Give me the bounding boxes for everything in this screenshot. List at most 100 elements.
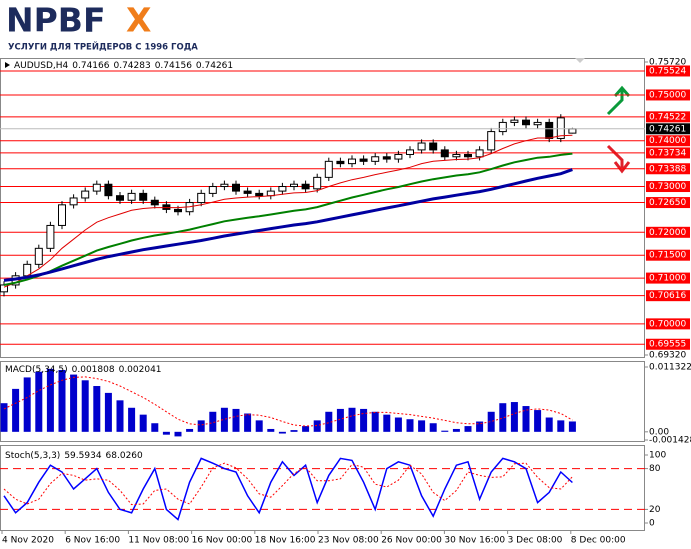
candle-body: [382, 156, 391, 160]
symbol-header: AUDUSD,H4 0.74166 0.74283 0.74156 0.74261: [14, 61, 233, 71]
y-tick-label: 0.75720: [649, 58, 686, 68]
macd-bar: [464, 426, 472, 432]
macd-label: MACD(5,34,5): [5, 365, 68, 375]
stoch-signal-value: 68.0260: [106, 451, 143, 461]
x-tick-label: 23 Nov 08:00: [318, 536, 379, 546]
stoch-header: Stoch(5,3,3) 59.5934 68.0260: [5, 451, 143, 461]
macd-bar: [220, 407, 228, 432]
macd-bar: [209, 411, 217, 432]
candle-body: [92, 183, 101, 192]
macd-bar: [35, 371, 43, 432]
level-label-box: [646, 65, 690, 77]
level-label-box: [646, 318, 690, 330]
logo-tagline: УСЛУГИ ДЛЯ ТРЕЙДЕРОВ С 1996 ГОДА: [8, 41, 198, 53]
level-label: 0.73000: [649, 182, 686, 192]
macd-bar: [429, 423, 437, 432]
macd-bar: [325, 411, 333, 432]
x-tick-label: 8 Dec 00:00: [571, 536, 626, 546]
level-label-box: [646, 135, 690, 147]
candle-body: [417, 142, 426, 151]
candle-body: [336, 160, 345, 165]
moving-average: [3, 134, 573, 288]
candle-body: [81, 190, 90, 199]
macd-bar: [70, 374, 78, 432]
macd-bar: [557, 420, 565, 432]
candle-body: [232, 183, 240, 192]
candle-body: [487, 131, 496, 151]
x-tick-label: 3 Dec 08:00: [508, 536, 563, 546]
macd-bar: [499, 403, 507, 432]
x-tick-label: 11 Nov 08:00: [128, 536, 189, 546]
level-label-box: [646, 226, 690, 238]
x-tick-label: 16 Nov 00:00: [192, 536, 253, 546]
candle-body: [127, 192, 136, 201]
candle-body: [220, 183, 229, 188]
x-tick-label: 26 Nov 00:00: [381, 536, 442, 546]
macd-bar: [452, 428, 460, 432]
macd-header: MACD(5,34,5) 0.001808 0.002041: [5, 365, 162, 375]
header-marker: [5, 62, 10, 68]
candle-body: [533, 121, 542, 126]
macd-bar: [487, 411, 495, 432]
macd-bar: [418, 420, 426, 432]
level-label-box: [646, 111, 690, 123]
logo-accent: X: [126, 1, 151, 40]
candle-body: [394, 153, 403, 160]
header-open: 0.74166: [72, 61, 109, 71]
macd-bar: [394, 417, 402, 432]
header-symbol: AUDUSD,H4: [14, 61, 69, 71]
candle-body: [290, 183, 298, 188]
candle-body: [429, 142, 438, 151]
macd-bar: [174, 431, 182, 437]
macd-bar: [58, 369, 66, 432]
y-tick-label: 20: [649, 505, 661, 515]
main-panel: [0, 58, 645, 358]
candle-body: [116, 195, 124, 201]
candle-body: [208, 186, 217, 194]
candle-body: [522, 119, 530, 126]
macd-bar: [371, 411, 379, 432]
candle-body: [371, 156, 380, 162]
macd-bar: [522, 406, 530, 432]
macd-bar: [128, 407, 136, 432]
macd-bar: [232, 408, 240, 432]
candle-body: [69, 197, 78, 206]
x-tick-label: 30 Nov 16:00: [444, 536, 505, 546]
header-close: 0.74261: [196, 61, 233, 71]
stoch-label: Stoch(5,3,3): [5, 451, 60, 461]
shift-marker: [575, 58, 585, 63]
candle-body: [104, 183, 113, 197]
level-label: 0.75524: [649, 66, 686, 76]
macd-bar: [441, 430, 449, 432]
macd-bar: [197, 420, 205, 432]
macd-bar: [0, 403, 8, 432]
macd-bar: [12, 388, 20, 432]
macd-bar: [360, 408, 368, 432]
level-label-box: [646, 163, 690, 175]
current-price-box: [646, 123, 690, 135]
header-high: 0.74283: [113, 61, 150, 71]
candle-body: [452, 153, 461, 158]
macd-bar: [139, 414, 147, 432]
macd-bar: [186, 428, 194, 432]
level-label: 0.71000: [649, 274, 686, 284]
level-label-box: [646, 181, 690, 193]
y-tick-label: -0.001428: [649, 436, 691, 446]
candle-body: [174, 208, 182, 213]
level-label: 0.73734: [649, 148, 686, 158]
y-tick-label: 100: [649, 451, 666, 461]
level-label: 0.72650: [649, 198, 686, 208]
macd-panel: [0, 361, 645, 442]
macd-bar: [313, 420, 321, 432]
stoch-panel: [0, 445, 645, 531]
macd-bar: [568, 421, 576, 432]
macd-bar: [290, 430, 298, 432]
level-label-box: [646, 290, 690, 302]
candle-body: [556, 117, 565, 139]
macd-value: 0.001808: [72, 365, 115, 375]
header-low: 0.74156: [155, 61, 192, 71]
macd-bar: [348, 407, 356, 432]
candle-body: [301, 183, 310, 190]
candle-body: [197, 192, 206, 204]
